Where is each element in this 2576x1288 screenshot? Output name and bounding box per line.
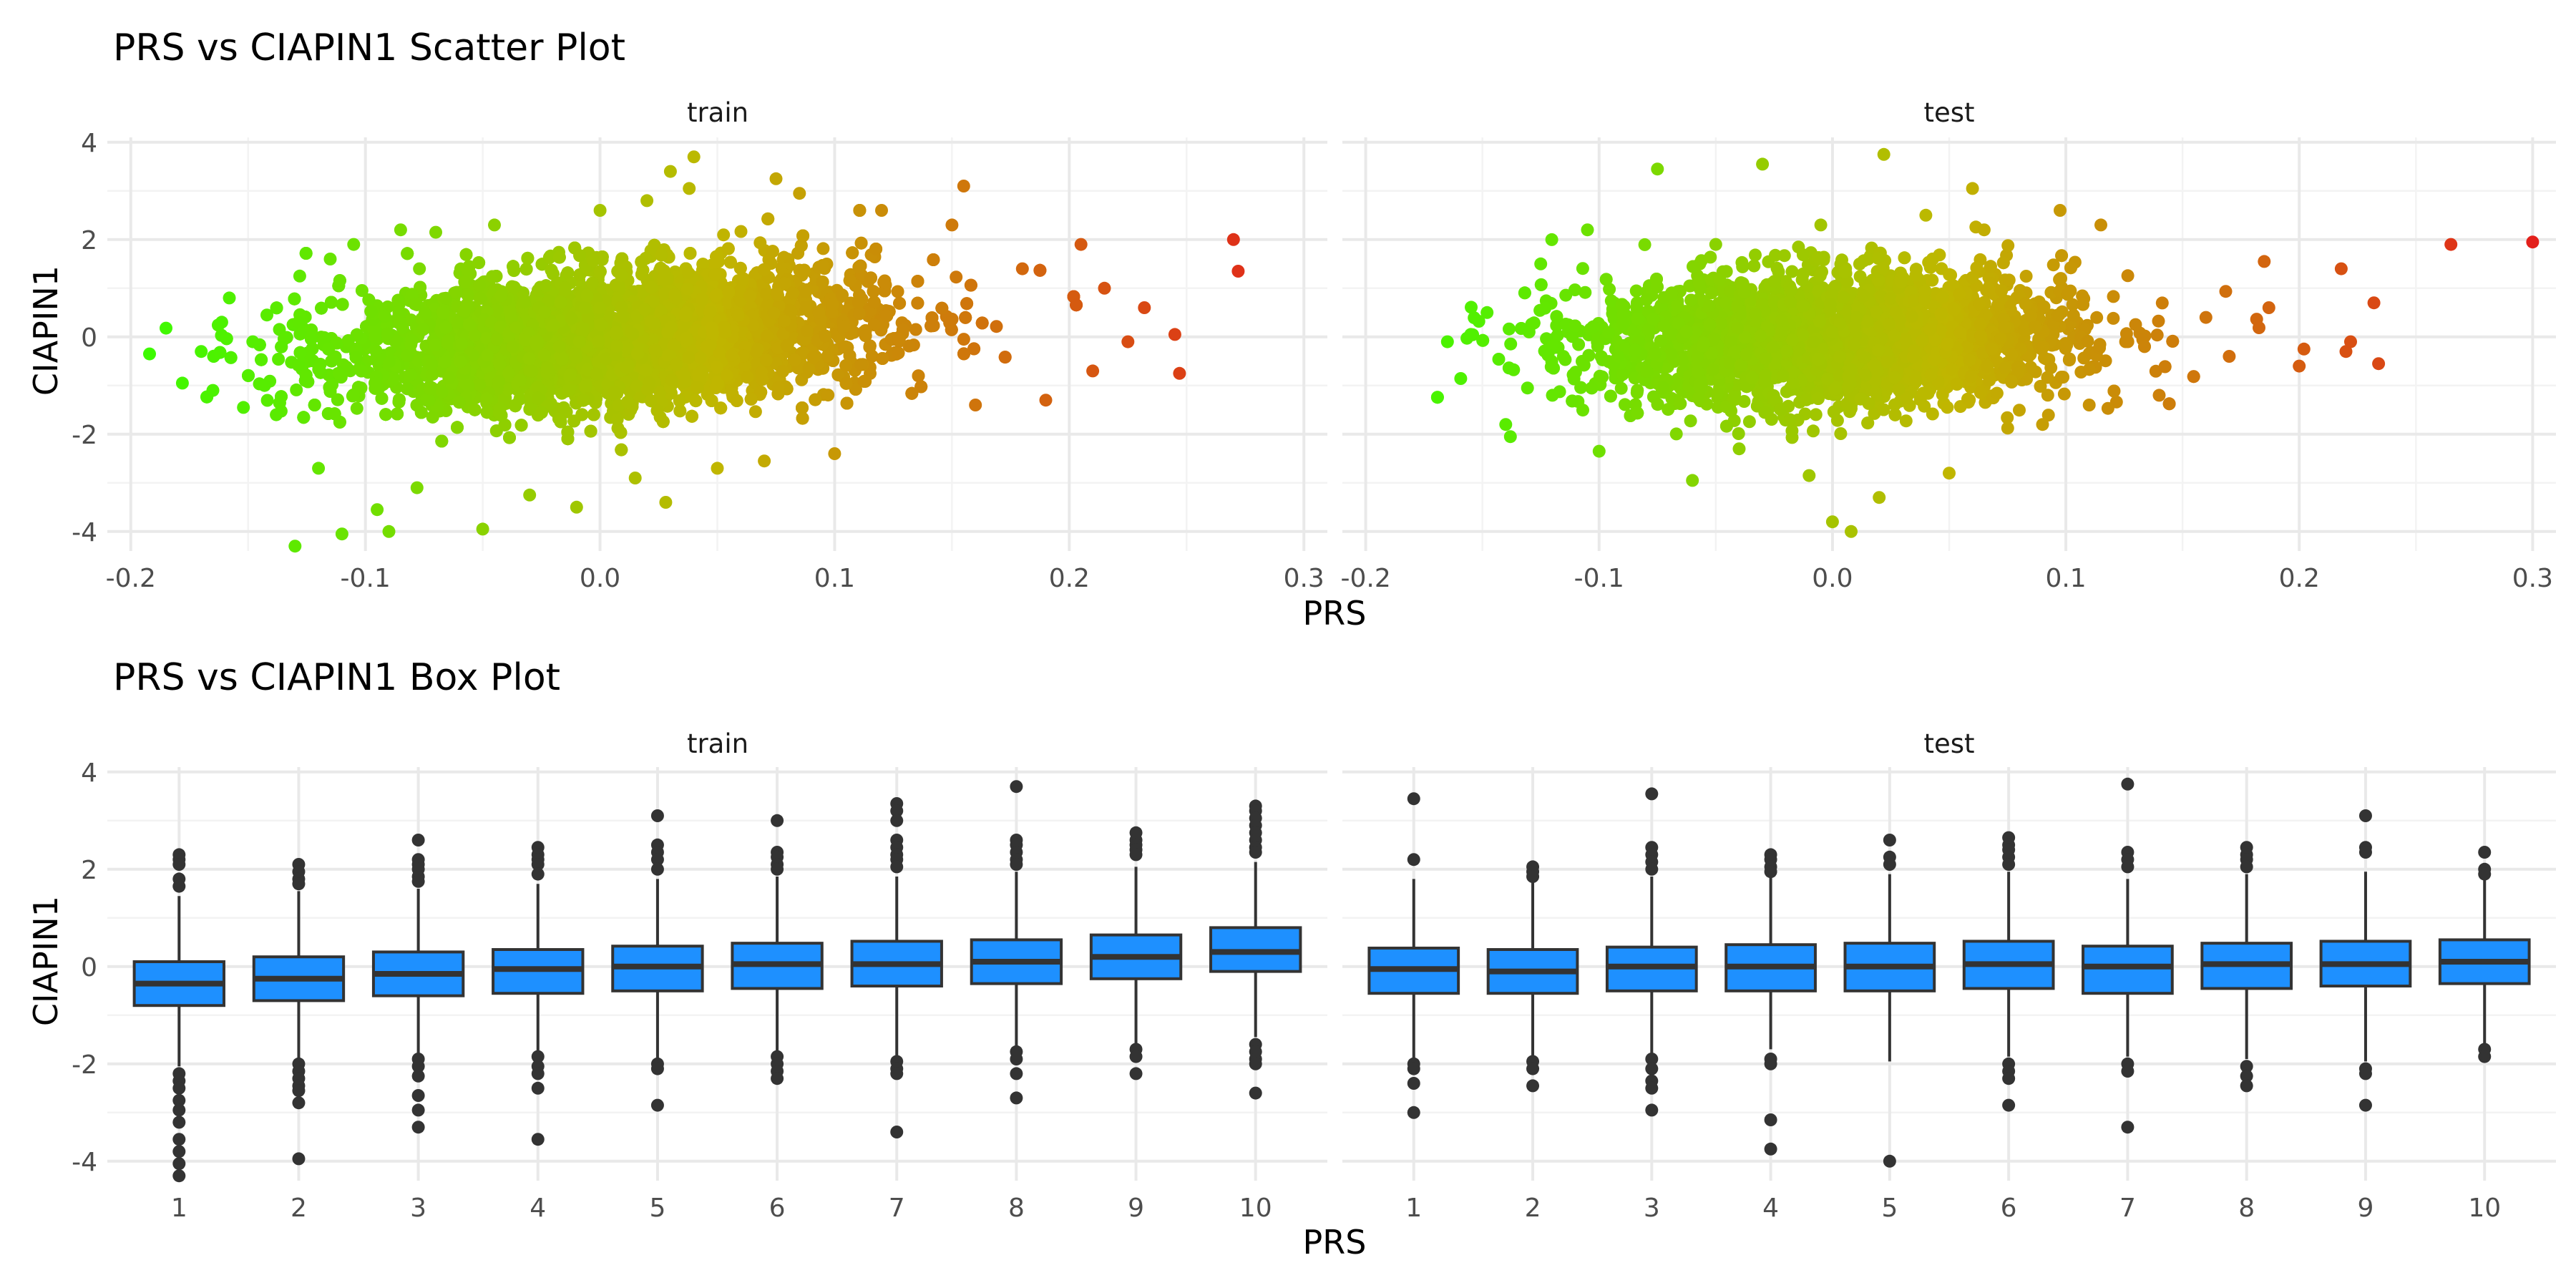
scatter-point — [816, 242, 830, 255]
scatter-point — [957, 333, 970, 346]
scatter-point — [413, 262, 426, 275]
scatter-point — [891, 285, 904, 298]
scatter-point — [950, 270, 963, 284]
scatter-point — [909, 323, 922, 336]
scatter-point — [290, 383, 303, 396]
scatter-point — [272, 353, 286, 366]
scatter-point — [260, 394, 274, 407]
scatter-point — [717, 228, 731, 242]
scatter-plot-title: PRS vs CIAPIN1 Scatter Plot — [113, 26, 625, 69]
scatter-point — [990, 320, 1003, 333]
scatter-point — [734, 225, 748, 238]
scatter-point — [753, 236, 767, 250]
scatter-plot: PRS vs CIAPIN1 Scatter Plot train test -… — [26, 26, 2556, 633]
scatter-panel-train — [107, 137, 1327, 553]
scatter-point — [821, 389, 835, 402]
scatter-point — [350, 401, 364, 415]
scatter-strip-label-train: train — [687, 97, 748, 128]
scatter-point — [748, 405, 762, 419]
scatter-strip-label-test: test — [1923, 97, 1974, 128]
scatter-point — [355, 284, 369, 297]
